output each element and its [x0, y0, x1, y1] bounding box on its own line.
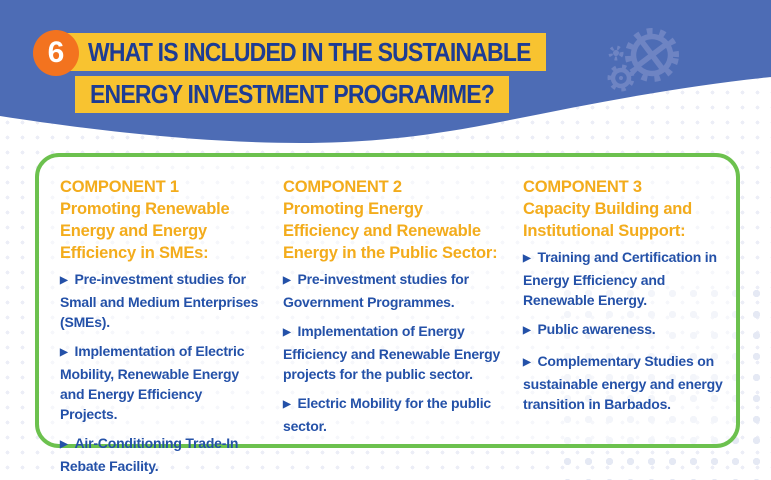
component-2-column: COMPONENT 2 Promoting Energy Efficiency …	[283, 176, 503, 476]
component-1-bullet-1: ▶ Pre-investment studies for Small and Me…	[60, 269, 263, 332]
component-1-bullet-2: ▶ Implementation of Electric Mobility, Re…	[60, 341, 263, 424]
component-1-column: COMPONENT 1 Promoting Renewable Energy a…	[60, 176, 263, 476]
bullet-text: Electric Mobility for the public sector.	[283, 395, 492, 434]
arrow-bullet-icon: ▶	[60, 439, 68, 450]
bullet-text: Implementation of Energy Efficiency and …	[283, 323, 501, 382]
bullet-text: Pre-investment studies for Small and Med…	[60, 271, 259, 330]
page-title-line-2: ENERGY INVESTMENT PROGRAMME?	[75, 76, 509, 113]
bullet-text: Pre-investment studies for Government Pr…	[283, 271, 469, 310]
bullet-text: Implementation of Electric Mobility, Ren…	[60, 343, 245, 422]
page-title-line-1: WHAT IS INCLUDED IN THE SUSTAINABLE	[50, 33, 546, 71]
component-2-label: COMPONENT 2	[283, 178, 402, 196]
question-number-badge: 6	[33, 30, 79, 76]
bullet-text: Air-Conditioning Trade-In Rebate Facilit…	[60, 435, 239, 474]
bullet-text: Complementary Studies on sustainable ene…	[523, 353, 723, 412]
bullet-text: Training and Certification in Energy Eff…	[523, 249, 717, 308]
component-2-bullet-1: ▶ Pre-investment studies for Government P…	[283, 269, 503, 312]
arrow-bullet-icon: ▶	[523, 357, 531, 368]
component-1-bullet-3: ▶ Air-Conditioning Trade-In Rebate Facili…	[60, 433, 263, 476]
component-3-bullet-2: ▶ Public awareness.	[523, 319, 730, 342]
page-title-text-1: WHAT IS INCLUDED IN THE SUSTAINABLE	[88, 36, 531, 66]
page-title-text-2: ENERGY INVESTMENT PROGRAMME?	[90, 79, 495, 109]
component-3-column: COMPONENT 3 Capacity Building and Instit…	[523, 176, 730, 476]
arrow-bullet-icon: ▶	[60, 275, 68, 286]
component-2-bullet-2: ▶ Implementation of Energy Efficiency and…	[283, 321, 503, 384]
component-1-label: COMPONENT 1	[60, 178, 179, 196]
arrow-bullet-icon: ▶	[283, 399, 291, 410]
component-3-heading: Capacity Building and Institutional Supp…	[523, 200, 693, 240]
component-1-heading: Promoting Renewable Energy and Energy Ef…	[60, 200, 230, 262]
arrow-bullet-icon: ▶	[283, 275, 291, 286]
arrow-bullet-icon: ▶	[523, 325, 531, 336]
components-card: COMPONENT 1 Promoting Renewable Energy a…	[35, 153, 740, 474]
component-3-bullet-1: ▶ Training and Certification in Energy Ef…	[523, 247, 730, 310]
component-2-bullet-3: ▶ Electric Mobility for the public sector…	[283, 393, 503, 436]
arrow-bullet-icon: ▶	[523, 253, 531, 264]
arrow-bullet-icon: ▶	[60, 347, 68, 358]
badge-number: 6	[47, 36, 65, 69]
bullet-text: Public awareness.	[537, 321, 656, 337]
component-3-bullet-3: ▶ Complementary Studies on sustainable en…	[523, 351, 730, 414]
component-3-label: COMPONENT 3	[523, 178, 642, 196]
arrow-bullet-icon: ▶	[283, 327, 291, 338]
component-2-heading: Promoting Energy Efficiency and Renewabl…	[283, 200, 498, 262]
